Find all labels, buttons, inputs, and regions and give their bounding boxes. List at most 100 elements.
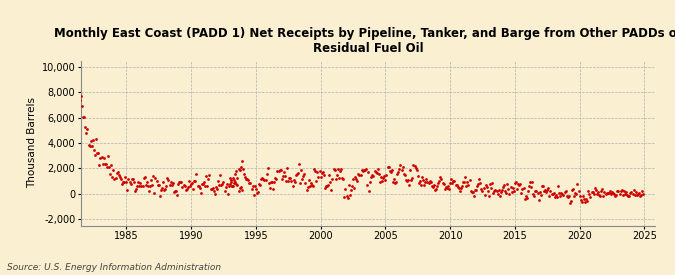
Point — [513, 182, 524, 186]
Point — [269, 180, 279, 185]
Point — [124, 180, 135, 184]
Point — [117, 182, 128, 186]
Point — [72, 79, 83, 83]
Point — [416, 183, 427, 188]
Point — [379, 174, 389, 178]
Point — [524, 184, 535, 188]
Point — [349, 186, 360, 191]
Point — [474, 177, 485, 182]
Point — [433, 181, 443, 185]
Point — [230, 180, 241, 184]
Point — [608, 191, 618, 196]
Point — [553, 183, 564, 188]
Point — [284, 175, 295, 180]
Point — [386, 168, 397, 172]
Point — [288, 177, 299, 182]
Point — [135, 181, 146, 185]
Point — [260, 178, 271, 183]
Point — [385, 170, 396, 175]
Point — [490, 188, 501, 192]
Point — [257, 176, 268, 181]
Point — [483, 194, 494, 198]
Point — [468, 194, 479, 198]
Point — [138, 175, 149, 180]
Point — [163, 178, 174, 183]
Point — [627, 192, 638, 196]
Point — [514, 183, 524, 188]
Point — [479, 192, 490, 197]
Point — [295, 181, 306, 185]
Point — [82, 126, 93, 131]
Point — [209, 188, 219, 193]
Point — [279, 170, 290, 174]
Point — [246, 186, 257, 191]
Point — [104, 165, 115, 169]
Point — [554, 191, 564, 195]
Point — [524, 180, 535, 185]
Point — [131, 187, 142, 191]
Point — [108, 168, 119, 172]
Point — [355, 173, 366, 178]
Point — [188, 187, 198, 191]
Point — [431, 187, 441, 191]
Point — [382, 165, 393, 169]
Point — [139, 174, 150, 179]
Point — [155, 187, 166, 192]
Point — [526, 180, 537, 184]
Point — [215, 173, 225, 177]
Point — [283, 179, 294, 184]
Point — [153, 183, 164, 187]
Point — [628, 188, 639, 192]
Point — [192, 183, 203, 188]
Point — [488, 191, 499, 196]
Point — [236, 159, 247, 163]
Point — [254, 183, 265, 187]
Point — [221, 182, 232, 186]
Point — [564, 193, 574, 198]
Point — [589, 186, 600, 190]
Point — [95, 156, 106, 161]
Point — [99, 162, 110, 166]
Point — [144, 189, 155, 194]
Point — [140, 183, 151, 187]
Point — [275, 167, 286, 172]
Point — [322, 184, 333, 188]
Point — [317, 170, 328, 174]
Point — [232, 175, 243, 180]
Point — [142, 180, 153, 184]
Point — [494, 194, 505, 198]
Point — [508, 189, 519, 193]
Point — [301, 187, 312, 192]
Point — [88, 148, 99, 152]
Point — [439, 187, 450, 191]
Point — [238, 172, 249, 176]
Point — [198, 180, 209, 184]
Point — [526, 185, 537, 189]
Point — [214, 183, 225, 187]
Point — [548, 191, 559, 195]
Point — [225, 178, 236, 182]
Point — [601, 191, 612, 195]
Point — [134, 184, 144, 189]
Point — [290, 173, 301, 177]
Point — [86, 144, 97, 148]
Point — [420, 180, 431, 185]
Point — [178, 182, 189, 187]
Point — [376, 175, 387, 180]
Point — [429, 183, 439, 187]
Point — [271, 177, 281, 182]
Point — [562, 194, 572, 198]
Point — [149, 191, 160, 196]
Point — [356, 168, 367, 172]
Point — [394, 167, 405, 171]
Point — [92, 150, 103, 155]
Point — [452, 185, 463, 189]
Point — [371, 170, 381, 174]
Point — [389, 181, 400, 185]
Point — [191, 171, 202, 176]
Text: Source: U.S. Energy Information Administration: Source: U.S. Energy Information Administ… — [7, 263, 221, 272]
Point — [571, 192, 582, 196]
Point — [310, 169, 321, 174]
Point — [631, 192, 642, 197]
Point — [279, 174, 290, 178]
